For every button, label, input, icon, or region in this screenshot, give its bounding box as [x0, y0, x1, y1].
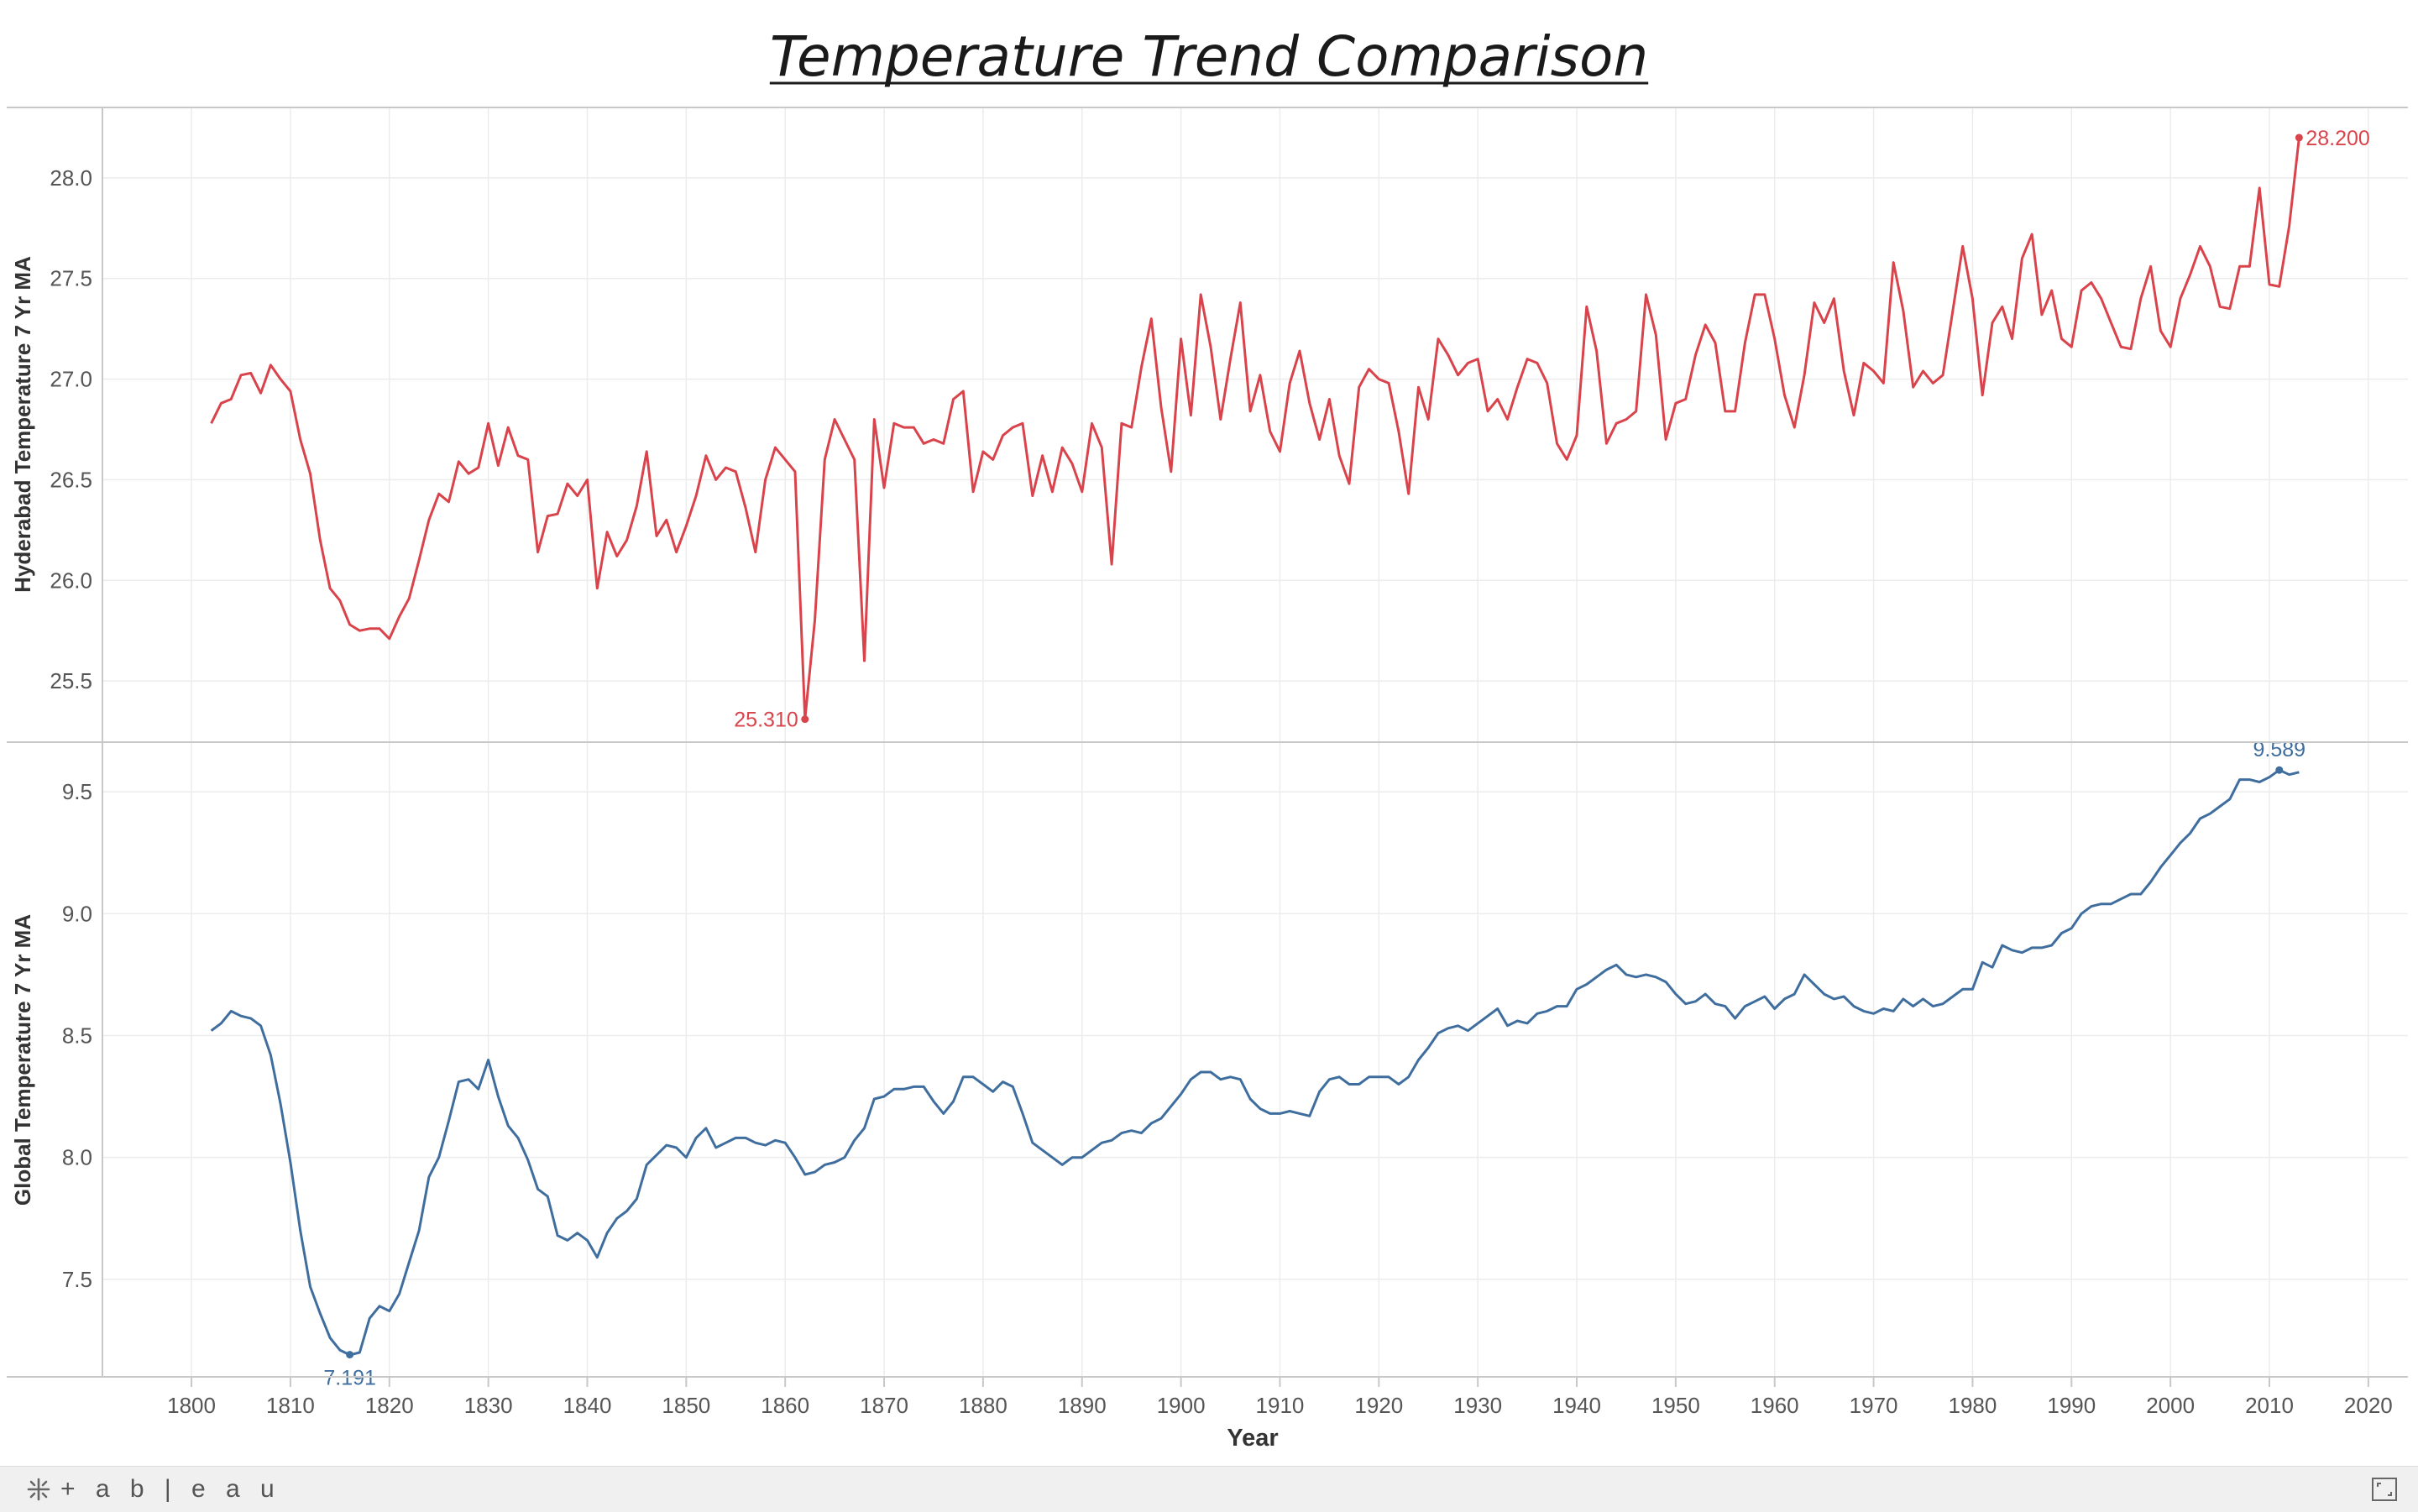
x-tick-label: 1850 [662, 1393, 710, 1418]
tableau-footer: + a b | e a u [0, 1466, 2418, 1512]
x-axis: 1800 1810 1820 1830 1840 1850 1860 1870 1880 1890… [167, 1377, 2393, 1418]
x-tick-label: 1840 [563, 1393, 612, 1418]
x-tick-label: 1820 [365, 1393, 414, 1418]
fullscreen-icon[interactable] [2371, 1477, 2398, 1502]
global-temperature-panel: 7.5 8.0 8.5 9.0 9.5 Global Temperature 7 Yr M… [10, 738, 2408, 1390]
y-axis-title: Global Temperature 7 Yr MA [10, 914, 35, 1206]
annotation-label: 25.310 [734, 709, 798, 732]
temperature-series-line [210, 137, 2300, 721]
x-tick-label: 1960 [1751, 1393, 1799, 1418]
annotation-label: 28.200 [2305, 127, 2369, 150]
x-tick-label: 2020 [2344, 1393, 2393, 1418]
x-tick-label: 1980 [1949, 1393, 1997, 1418]
x-tick-label: 1990 [2047, 1393, 2096, 1418]
y-tick-label: 9.0 [62, 901, 92, 926]
x-tick-label: 1860 [761, 1393, 809, 1418]
x-tick-label: 1830 [464, 1393, 513, 1418]
x-tick-label: 1920 [1354, 1393, 1403, 1418]
annotation-label: 7.191 [323, 1367, 376, 1390]
hyderabad-temperature-panel: 25.5 26.0 26.5 27.0 27.5 28.0 Hyderabad Temper… [10, 107, 2408, 741]
tableau-logo[interactable]: + a b | e a u [25, 1473, 281, 1505]
annotation-point [2295, 133, 2303, 142]
x-tick-label: 1950 [1651, 1393, 1700, 1418]
x-tick-label: 1810 [266, 1393, 315, 1418]
tableau-logo-icon [27, 1478, 50, 1501]
annotation-point [346, 1351, 354, 1359]
x-tick-label: 1900 [1157, 1393, 1206, 1418]
x-tick-label: 1910 [1256, 1393, 1305, 1418]
x-tick-label: 1880 [959, 1393, 1008, 1418]
y-tick-label: 26.5 [50, 467, 92, 492]
y-tick-label: 7.5 [62, 1267, 92, 1292]
x-tick-label: 1870 [860, 1393, 908, 1418]
x-tick-label: 1890 [1058, 1393, 1107, 1418]
y-tick-label: 27.5 [50, 266, 92, 291]
x-tick-label: 1940 [1552, 1393, 1601, 1418]
y-tick-label: 28.0 [50, 165, 92, 191]
y-tick-label: 25.5 [50, 668, 92, 693]
annotation-point [801, 715, 809, 724]
y-tick-label: 8.0 [62, 1145, 92, 1170]
y-tick-label: 26.0 [50, 568, 92, 593]
x-axis-title: Year [1227, 1425, 1278, 1452]
y-tick-label: 9.5 [62, 779, 92, 804]
x-tick-label: 2000 [2146, 1393, 2195, 1418]
temperature-series-line [210, 768, 2300, 1357]
y-tick-label: 8.5 [62, 1023, 92, 1048]
chart-canvas: Temperature Trend Comparison 25.5 26.0 26.… [7, 24, 2408, 1452]
tableau-wordmark: + a b | e a u [60, 1475, 281, 1503]
chart-title: Temperature Trend Comparison [770, 24, 1648, 89]
annotation-point [2275, 766, 2284, 774]
x-tick-label: 1970 [1850, 1393, 1898, 1418]
x-tick-label: 1800 [167, 1393, 216, 1418]
x-tick-label: 1930 [1453, 1393, 1502, 1418]
y-tick-label: 27.0 [50, 367, 92, 392]
x-tick-label: 2010 [2245, 1393, 2294, 1418]
y-axis-title: Hyderabad Temperature 7 Yr MA [10, 256, 35, 593]
